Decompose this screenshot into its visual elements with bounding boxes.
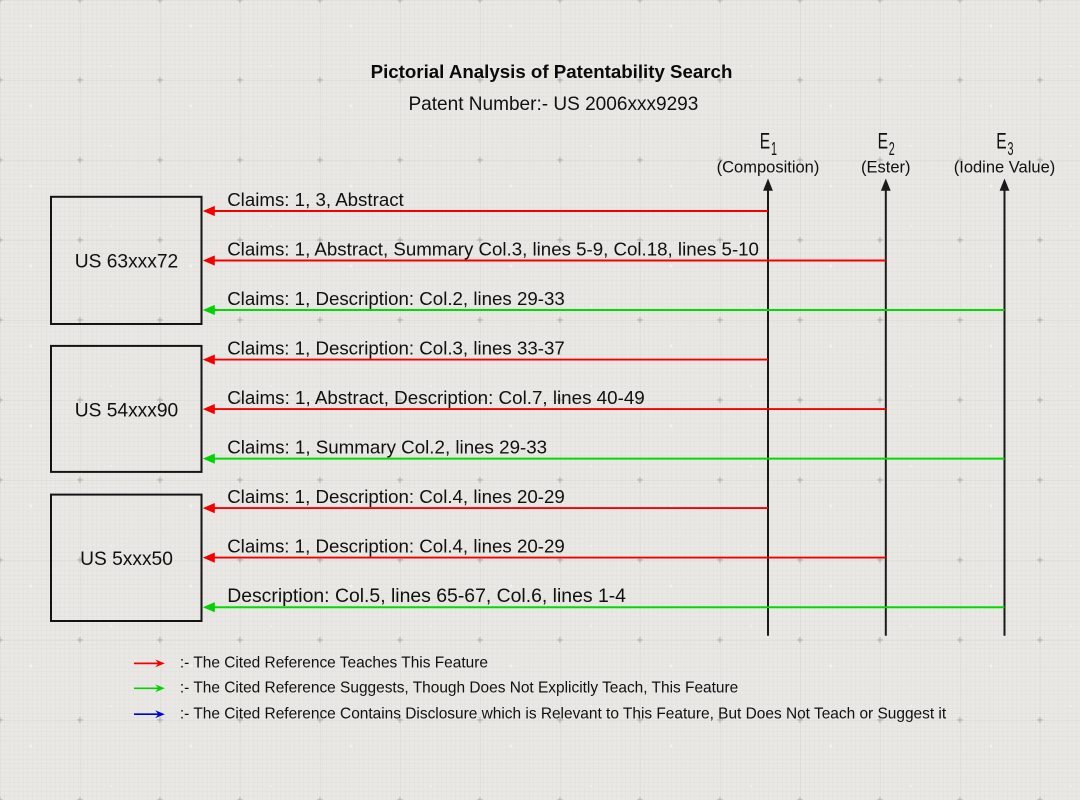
- svg-text:Patent Number:- US 2006xxx9293: Patent Number:- US 2006xxx9293: [408, 94, 698, 115]
- svg-text:Claims: 1, Description: Col.4,: Claims: 1, Description: Col.4, lines 20-…: [227, 536, 565, 557]
- svg-text:Claims: 1, Description: Col.4,: Claims: 1, Description: Col.4, lines 20-…: [227, 486, 565, 507]
- svg-text:(Ester): (Ester): [861, 159, 911, 177]
- svg-text:US 54xxx90: US 54xxx90: [75, 400, 178, 421]
- svg-text:Claims: 1, 3, Abstract: Claims: 1, 3, Abstract: [227, 189, 404, 210]
- svg-text:Claims: 1, Summary Col.2, line: Claims: 1, Summary Col.2, lines 29-33: [227, 437, 547, 458]
- svg-text::- The Cited Reference Suggest: :- The Cited Reference Suggests, Though …: [180, 679, 738, 696]
- svg-text:3: 3: [1008, 139, 1014, 159]
- svg-text:Claims: 1, Description: Col.3,: Claims: 1, Description: Col.3, lines 33-…: [227, 338, 565, 359]
- svg-text:2: 2: [889, 139, 895, 159]
- svg-text:(Composition): (Composition): [717, 159, 820, 177]
- svg-text:Description: Col.5, lines 65-6: Description: Col.5, lines 65-67, Col.6, …: [227, 585, 626, 607]
- svg-text:US 5xxx50: US 5xxx50: [80, 549, 173, 570]
- svg-text:1: 1: [771, 139, 777, 159]
- svg-text:US 63xxx72: US 63xxx72: [75, 251, 178, 272]
- svg-text:Claims: 1, Abstract, Descripti: Claims: 1, Abstract, Description: Col.7,…: [227, 387, 645, 408]
- svg-text:E: E: [996, 128, 1006, 153]
- svg-text::- The Cited Reference Teaches: :- The Cited Reference Teaches This Feat…: [180, 655, 488, 672]
- svg-text:Claims: 1, Abstract, Summary C: Claims: 1, Abstract, Summary Col.3, line…: [227, 239, 759, 260]
- svg-text:E: E: [878, 128, 888, 153]
- svg-text:(Iodine Value): (Iodine Value): [954, 159, 1056, 177]
- svg-text:Pictorial Analysis of Patentab: Pictorial Analysis of Patentability Sear…: [371, 61, 733, 82]
- svg-text:E: E: [760, 128, 770, 153]
- svg-text::- The Cited Reference Contain: :- The Cited Reference Contains Disclosu…: [180, 705, 947, 722]
- svg-text:Claims: 1, Description: Col.2,: Claims: 1, Description: Col.2, lines 29-…: [227, 288, 565, 309]
